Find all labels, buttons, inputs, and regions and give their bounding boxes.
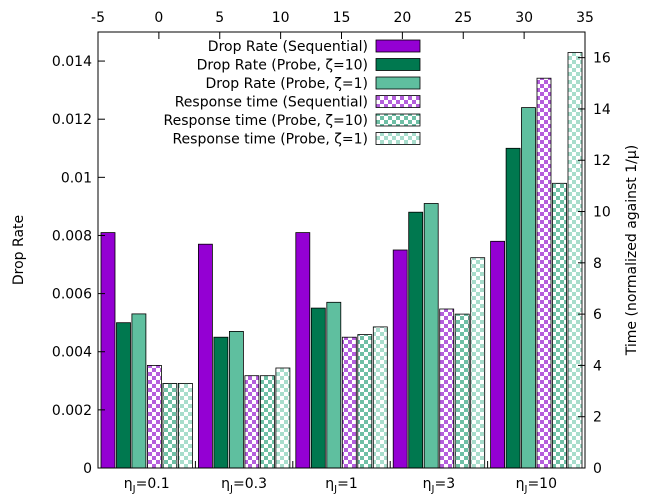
bar-series1-cat2 (197, 243, 213, 469)
bar-series3-cat3 (326, 301, 342, 469)
category-label: ηJ=0.3 (221, 476, 267, 495)
y2-tick-label: 0 (593, 461, 602, 477)
bar-series5-cat3 (357, 334, 373, 469)
bar-series2-cat3 (310, 307, 326, 469)
bars-layer: ηJ=0.1 ηJ=0.3 ηJ=1 ηJ=3 ηJ=10 (100, 52, 583, 495)
y2-tick-label: 12 (593, 153, 611, 169)
x2-tick-label: 10 (272, 10, 290, 26)
bar-series3-cat5 (521, 107, 536, 469)
y2-tick-label: 14 (593, 102, 611, 118)
bar-series6-cat1 (177, 382, 193, 469)
bar-series3-cat4 (423, 203, 439, 469)
x2-tick-label: 0 (154, 10, 163, 26)
bar-series2-cat4 (408, 211, 424, 469)
bar-series2-cat1 (116, 322, 131, 469)
bar-series4-cat5 (536, 77, 552, 469)
bar-series5-cat5 (552, 182, 567, 469)
x2-tick-label: 20 (393, 10, 411, 26)
legend-label: Drop Rate (Probe, ζ=1) (206, 76, 368, 92)
bar-series2-cat5 (505, 147, 521, 469)
bar-series5-cat1 (162, 382, 178, 469)
y-tick-label: 0.006 (52, 287, 92, 303)
bar-series4-cat2 (244, 375, 260, 469)
legend-swatch (375, 39, 421, 53)
y2-tick-label: 16 (593, 51, 611, 67)
category-label: ηJ=10 (516, 476, 557, 495)
y-tick-label: 0.014 (52, 54, 92, 70)
x2-tick-label: 15 (333, 10, 351, 26)
y2-tick-label: 6 (593, 307, 602, 323)
legend-label: Response time (Probe, ζ=10) (164, 113, 368, 129)
legend-swatch (375, 113, 421, 127)
bar-series2-cat2 (213, 336, 229, 469)
bar-series1-cat4 (392, 249, 408, 469)
bar-series5-cat4 (454, 313, 470, 469)
bar-series6-cat3 (372, 326, 388, 469)
y-tick-label: 0.004 (52, 345, 92, 361)
bar-series1-cat5 (490, 240, 506, 469)
y2-tick-label: 4 (593, 358, 602, 374)
bar-series5-cat2 (259, 375, 275, 469)
ticks-layer: 0 0.002 0.004 0.006 0.008 0.01 0.012 0.014 0 2 4 6 8… (52, 10, 611, 477)
bar-series4-cat3 (341, 336, 357, 469)
bar-series3-cat2 (228, 330, 244, 469)
category-label: ηJ=1 (325, 476, 357, 495)
legend-swatch (375, 76, 421, 90)
legend-swatch (375, 58, 421, 71)
category-label: ηJ=3 (423, 476, 455, 495)
legend-swatch (375, 95, 421, 108)
x2-tick-label: 25 (454, 10, 472, 26)
legend-swatch (375, 132, 421, 145)
x2-tick-label: 5 (215, 10, 224, 26)
bar-series4-cat1 (146, 364, 162, 469)
x2-tick-label: 35 (576, 10, 594, 26)
y-tick-label: 0.008 (52, 228, 92, 244)
y-tick-label: 0.002 (52, 403, 92, 419)
x2-tick-label: -5 (91, 10, 105, 26)
y2-tick-label: 8 (593, 256, 602, 272)
bar-series3-cat1 (131, 313, 147, 469)
bar-series1-cat1 (100, 232, 116, 469)
y-axis-title: Drop Rate (11, 215, 27, 285)
y-tick-label: 0 (83, 461, 92, 477)
legend-label: Response time (Sequential) (175, 95, 368, 111)
y2-tick-label: 2 (593, 410, 602, 426)
legend-label: Drop Rate (Probe, ζ=10) (197, 58, 368, 74)
bar-series4-cat4 (439, 308, 455, 469)
bar-series1-cat3 (295, 232, 311, 469)
category-label: ηJ=0.1 (124, 476, 170, 495)
bar-series6-cat5 (567, 52, 583, 469)
y-tick-label: 0.01 (61, 170, 92, 186)
y-tick-label: 0.012 (52, 112, 92, 128)
bar-series6-cat2 (275, 367, 291, 469)
x2-tick-label: 30 (515, 10, 533, 26)
legend-label: Drop Rate (Sequential) (208, 39, 368, 55)
bar-series6-cat4 (470, 257, 486, 469)
legend-label: Response time (Probe, ζ=1) (172, 132, 368, 148)
y2-tick-label: 10 (593, 205, 611, 221)
legend: Drop Rate (Sequential) Drop Rate (Probe, … (164, 39, 421, 148)
y2-axis-title: Time (normalized against 1/μ) (624, 145, 640, 356)
